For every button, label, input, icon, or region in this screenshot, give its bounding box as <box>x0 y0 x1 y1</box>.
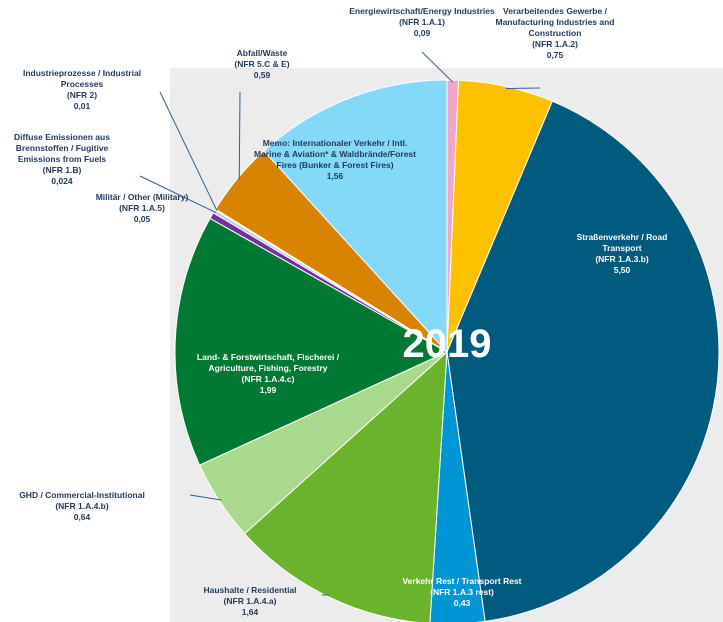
value-label: 0,01 <box>73 101 91 111</box>
value-label: 0,64 <box>73 512 91 522</box>
value-label: 0,43 <box>453 598 471 608</box>
value-label: 0,59 <box>253 70 271 80</box>
category-label: Land- & Forstwirtschaft, Fischerei / Agr… <box>196 352 340 373</box>
slice-label: Land- & Forstwirtschaft, Fischerei / Agr… <box>178 352 358 396</box>
leader-line <box>505 87 541 90</box>
category-label: Industrieprozesse / Industrial Processes <box>22 68 142 89</box>
category-label: Haushalte / Residential <box>203 585 297 595</box>
category-label: Straßenverkehr / Road Transport <box>576 232 668 253</box>
value-label: 1,64 <box>241 607 259 617</box>
slice-label: Energiewirtschaft/Energy Industries (NFR … <box>347 6 497 39</box>
leader-line <box>159 91 218 211</box>
code-label: (NFR 1.A.4.b) <box>55 501 109 511</box>
pie-slice <box>446 100 720 622</box>
slice-label: Abfall/Waste (NFR 5.C & E) 0,59 <box>207 48 317 81</box>
code-label: (NFR 1.A.4.a) <box>223 596 277 606</box>
category-label: Abfall/Waste <box>236 48 288 58</box>
pie-slice <box>263 79 448 354</box>
category-label: Militär / Other (Military) <box>95 192 189 202</box>
slice-label: Haushalte / Residential (NFR 1.A.4.a) 1,64 <box>175 585 325 618</box>
value-label: 0,024 <box>51 176 73 186</box>
leader-line <box>139 175 217 214</box>
code-label: (NFR 1.A.3 rest) <box>430 587 494 597</box>
code-label: (NFR 1.A.2) <box>532 39 578 49</box>
center-label: 2019 <box>402 322 492 366</box>
value-label: 1,99 <box>259 385 277 395</box>
slice-label: Militär / Other (Military) (NFR 1.A.5) 0,0… <box>92 192 192 225</box>
category-label: Energiewirtschaft/Energy Industries <box>349 6 495 16</box>
leader-line <box>421 51 454 83</box>
slice-label: GHD / Commercial-Institutional (NFR 1.A.4… <box>0 490 167 523</box>
category-label: GHD / Commercial-Institutional <box>19 490 145 500</box>
code-label: (NFR 1.A.4.c) <box>241 374 295 384</box>
code-label: (NFR 1.A.3.b) <box>595 254 649 264</box>
value-label: 0,09 <box>413 28 431 38</box>
slice-label: Verarbeitendes Gewerbe / Manufacturing I… <box>485 6 625 61</box>
leader-line <box>189 494 222 501</box>
slice-label: Diffuse Emissionen aus Brennstoffen / Fu… <box>0 132 127 187</box>
category-label: Verkehr Rest / Transport Rest <box>402 576 522 586</box>
slice-label: Straßenverkehr / Road Transport (NFR 1.A.… <box>557 232 687 276</box>
code-label: (NFR 5.C & E) <box>234 59 290 69</box>
pie-slice <box>429 351 486 622</box>
code-label: (NFR 2) <box>66 90 98 100</box>
category-label: Verarbeitendes Gewerbe / Manufacturing I… <box>495 6 615 38</box>
category-label: Diffuse Emissionen aus Brennstoffen / Fu… <box>14 132 110 164</box>
value-label: 0,05 <box>133 214 151 224</box>
slice-label: Memo: Internationaler Verkehr / Intl. Ma… <box>250 138 420 182</box>
code-label: (NFR 1.A.1) <box>399 17 445 27</box>
slice-label: Verkehr Rest / Transport Rest (NFR 1.A.3 … <box>372 576 552 609</box>
leader-line <box>238 91 241 180</box>
code-label: (NFR 1.A.5) <box>119 203 165 213</box>
value-label: 1,56 <box>326 171 344 181</box>
category-label: Memo: Internationaler Verkehr / Intl. Ma… <box>254 138 416 170</box>
code-label: (NFR 1.B) <box>42 165 82 175</box>
slice-label: Industrieprozesse / Industrial Processes… <box>2 68 162 112</box>
value-label: 5,50 <box>613 265 631 275</box>
pie-slice <box>174 217 449 466</box>
value-label: 0,75 <box>546 50 564 60</box>
